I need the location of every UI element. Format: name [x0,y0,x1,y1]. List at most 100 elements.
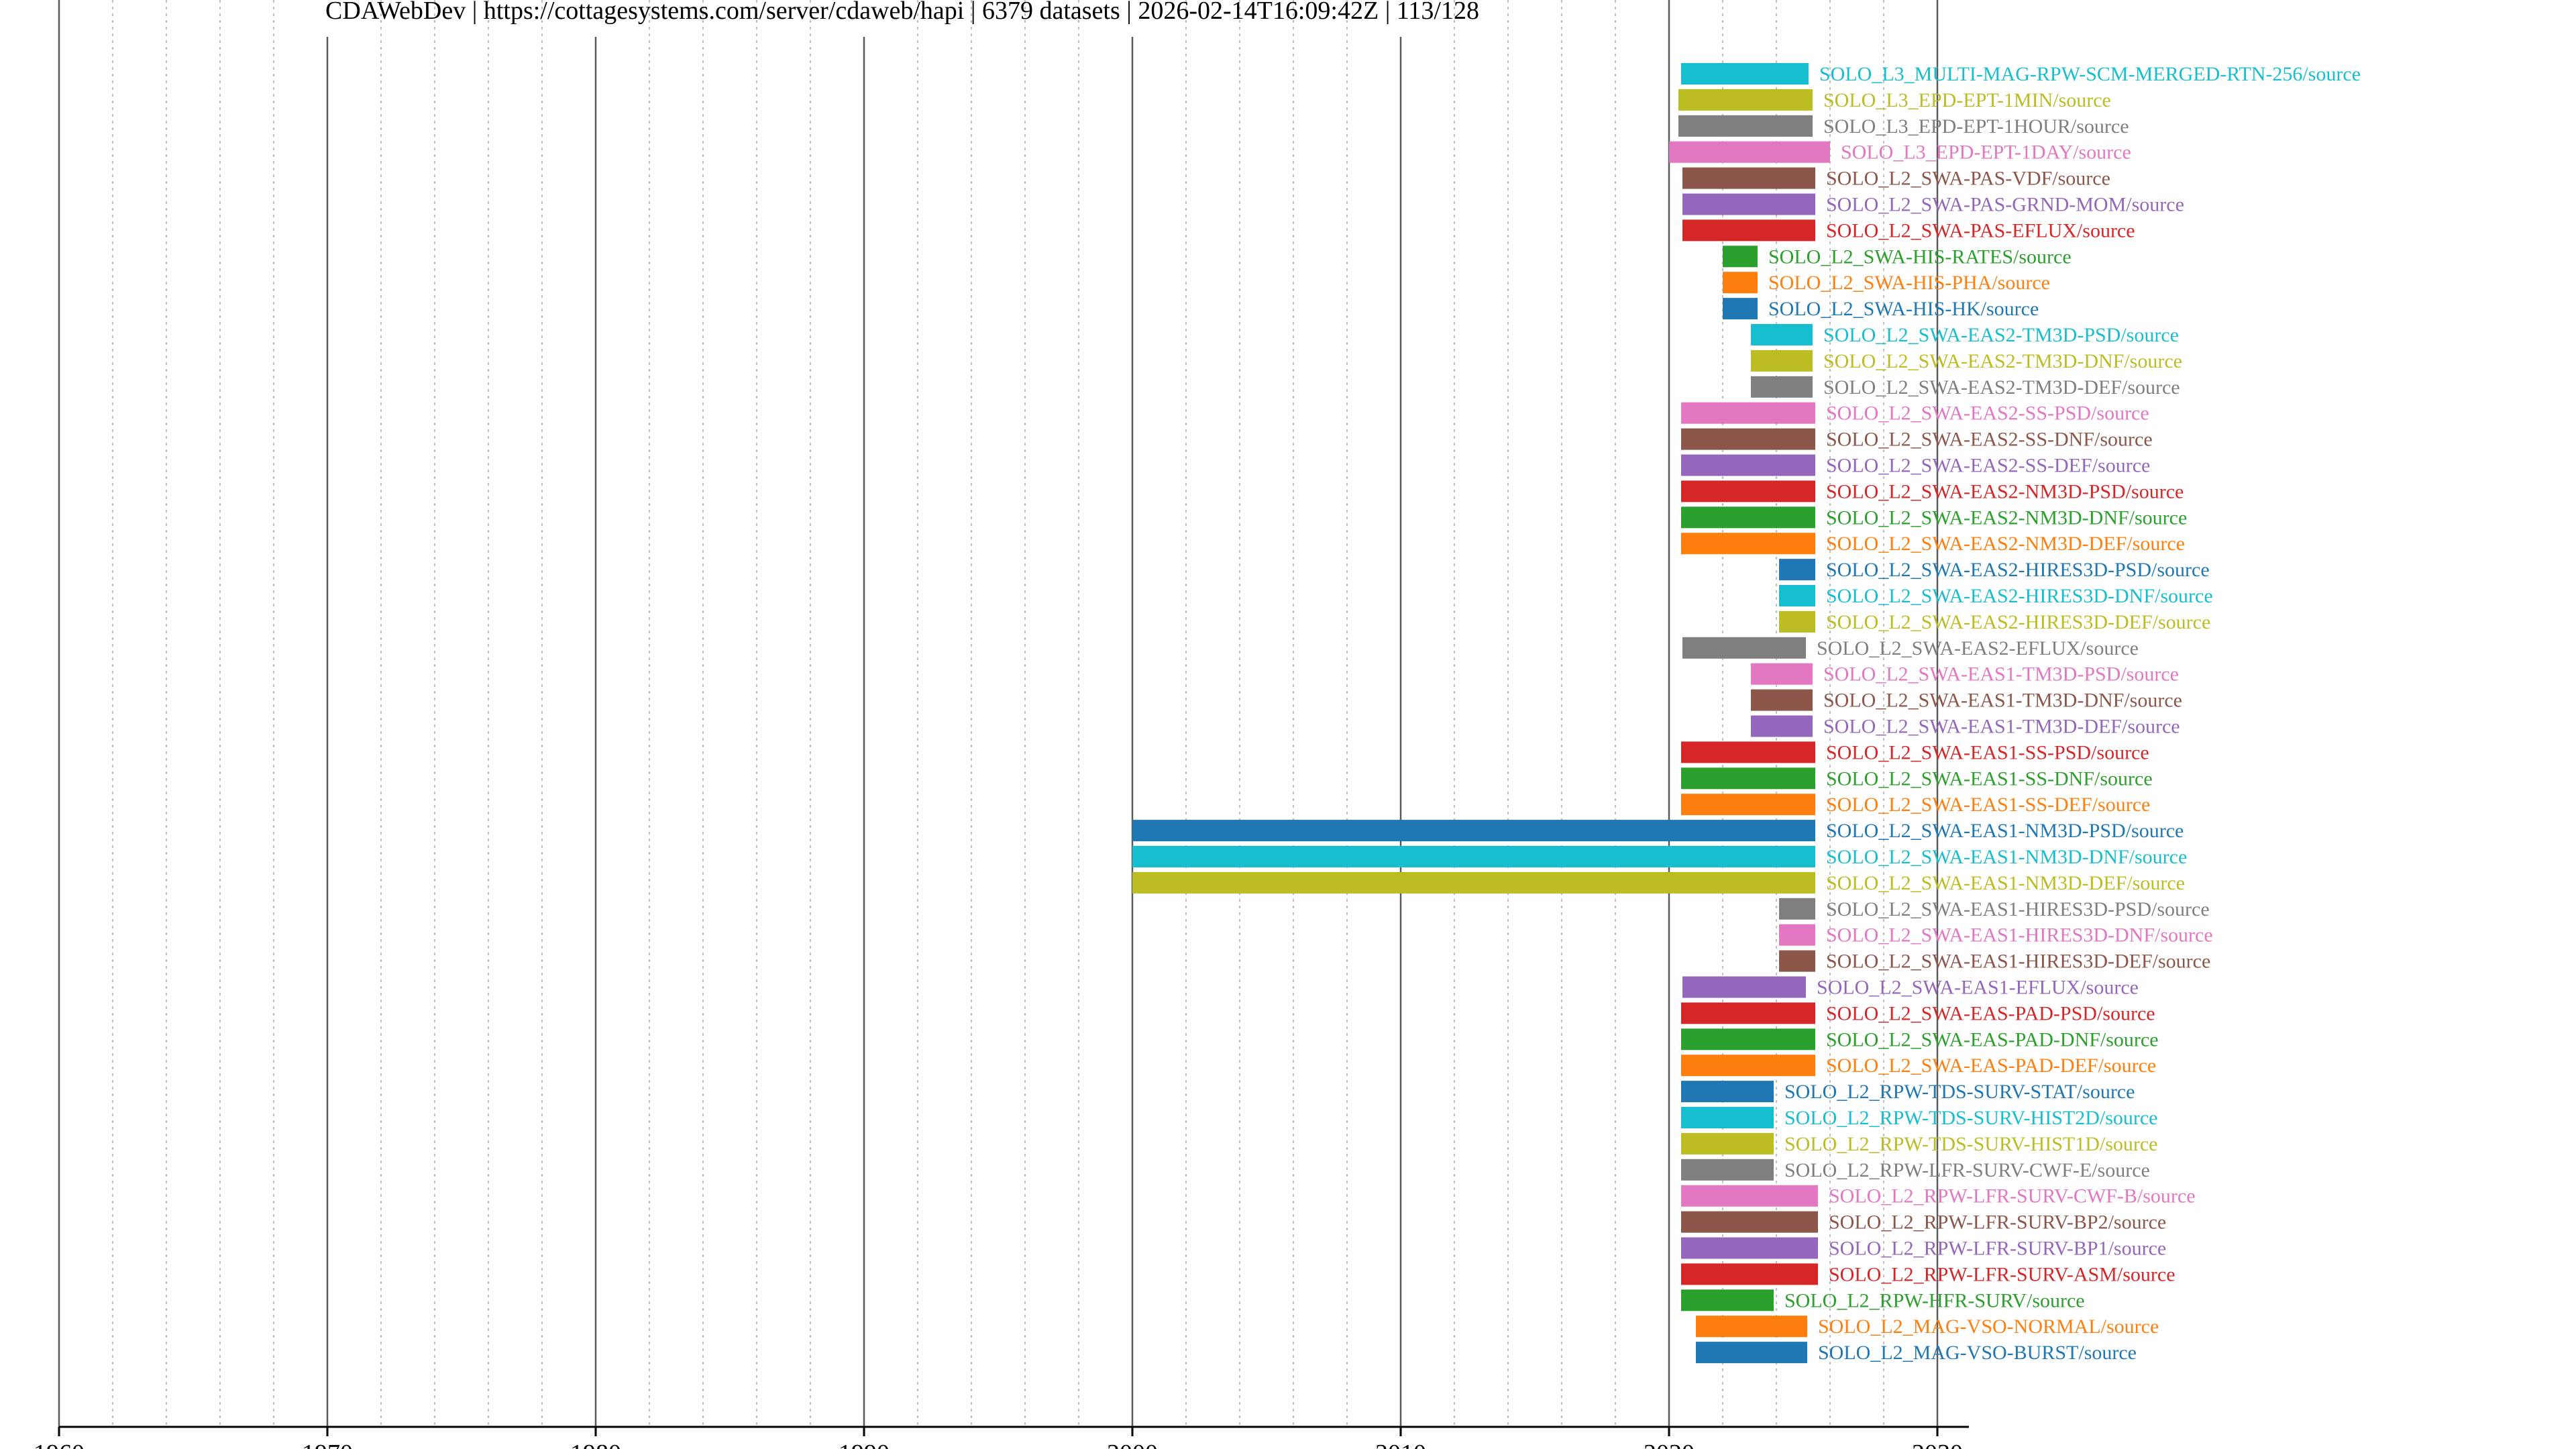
bar-label: SOLO_L2_SWA-EAS2-HIRES3D-PSD/source [1826,559,2210,581]
bar [1779,950,1815,972]
bar-label: SOLO_L2_RPW-LFR-SURV-BP1/source [1829,1238,2166,1260]
bar [1682,637,1806,659]
bar [1681,480,1815,502]
bar-label: SOLO_L2_RPW-LFR-SURV-BP2/source [1829,1212,2166,1234]
bar [1681,402,1815,424]
bar-label: SOLO_L2_SWA-EAS1-TM3D-DNF/source [1823,690,2182,712]
bar-label: SOLO_L2_SWA-EAS2-NM3D-DEF/source [1826,533,2185,555]
grid-layer [58,0,1939,1427]
x-tick-label: 1980 [570,1440,621,1449]
x-tick-label: 2030 [1912,1440,1963,1449]
bar [1681,1081,1774,1103]
x-tick-label: 2000 [1107,1440,1158,1449]
bar-label: SOLO_L2_SWA-EAS2-HIRES3D-DNF/source [1826,585,2213,607]
bar-label: SOLO_L2_SWA-EAS1-TM3D-PSD/source [1823,663,2179,686]
bar [1681,533,1815,555]
bar [1681,1237,1818,1259]
bar [1681,1289,1774,1311]
bar [1681,1132,1774,1155]
x-axis: 1960 1970 1980 1990 2000 2010 2020 2030 [34,1426,1969,1449]
bar [1723,246,1758,268]
bar-label: SOLO_L2_MAG-VSO-NORMAL/source [1818,1316,2159,1338]
bar [1751,376,1813,398]
bar-label: SOLO_L2_SWA-PAS-VDF/source [1826,168,2110,190]
bar [1681,1002,1815,1024]
bar-label: SOLO_L3_EPD-EPT-1MIN/source [1823,89,2111,111]
bar-label: SOLO_L2_SWA-EAS1-HIRES3D-PSD/source [1826,898,2210,920]
bar-labels-layer: SOLO_L3_MULTI-MAG-RPW-SCM-MERGED-RTN-256… [1768,63,2361,1364]
bar [1751,689,1813,711]
bar-label: SOLO_L2_SWA-EAS2-TM3D-PSD/source [1823,324,2179,346]
bar [1779,585,1815,606]
bar [1681,1263,1818,1285]
bar [1751,715,1813,737]
bar [1681,1028,1815,1051]
bar [1681,767,1815,790]
bar-label: SOLO_L2_SWA-EAS1-EFLUX/source [1817,977,2139,999]
bar-label: SOLO_L2_SWA-EAS1-HIRES3D-DEF/source [1826,951,2210,973]
bar [1132,846,1815,867]
x-tick-label: 2010 [1375,1440,1426,1449]
bar [1779,610,1815,633]
bar-label: SOLO_L2_SWA-EAS2-EFLUX/source [1817,637,2139,659]
bar [1681,794,1815,816]
bar-label: SOLO_L2_SWA-EAS1-NM3D-DEF/source [1826,872,2185,894]
bar [1779,924,1815,946]
bar-label: SOLO_L2_SWA-EAS1-NM3D-PSD/source [1826,820,2184,842]
bar-label: SOLO_L3_EPD-EPT-1DAY/source [1841,142,2131,164]
bar [1681,741,1815,763]
bar [1723,298,1758,320]
bar [1681,1211,1818,1233]
bar-label: SOLO_L2_RPW-TDS-SURV-HIST2D/source [1784,1107,2158,1129]
bar [1669,141,1830,163]
x-tick-label: 1960 [34,1440,85,1449]
bar [1132,820,1815,842]
chart-title: CDAWebDev | https://cottagesystems.com/s… [325,0,1479,25]
bar-label: SOLO_L2_SWA-PAS-GRND-MOM/source [1826,194,2184,216]
bar [1132,871,1815,894]
x-tick-label: 2020 [1644,1440,1695,1449]
bar-label: SOLO_L2_SWA-EAS1-SS-PSD/source [1826,741,2149,763]
bar [1696,1316,1807,1338]
bar [1681,428,1815,450]
bar-label: SOLO_L2_SWA-HIS-HK/source [1768,298,2039,320]
bar-label: SOLO_L2_SWA-EAS1-SS-DNF/source [1826,767,2153,790]
bar-label: SOLO_L2_RPW-LFR-SURV-ASM/source [1829,1263,2176,1285]
bar [1751,350,1813,372]
bar [1681,454,1815,476]
bar [1681,1185,1818,1207]
bar [1682,167,1815,189]
bar [1779,559,1815,581]
bar-label: SOLO_L2_RPW-TDS-SURV-HIST1D/source [1784,1133,2158,1155]
bar [1681,506,1815,529]
bar-label: SOLO_L2_SWA-EAS1-SS-DEF/source [1826,794,2150,816]
bar-label: SOLO_L2_SWA-EAS2-NM3D-DNF/source [1826,506,2187,529]
bar [1678,89,1813,111]
bar-label: SOLO_L3_EPD-EPT-1HOUR/source [1823,115,2129,138]
bar [1681,1055,1815,1077]
bar-label: SOLO_L2_RPW-LFR-SURV-CWF-E/source [1784,1159,2150,1181]
bar-label: SOLO_L3_MULTI-MAG-RPW-SCM-MERGED-RTN-256… [1819,63,2361,85]
bar-label: SOLO_L2_RPW-TDS-SURV-STAT/source [1784,1081,2135,1103]
bar [1682,976,1806,998]
bar [1682,219,1815,241]
bar-label: SOLO_L2_SWA-HIS-RATES/source [1768,246,2072,268]
bar-label: SOLO_L2_SWA-EAS2-HIRES3D-DEF/source [1826,611,2210,633]
bar-label: SOLO_L2_SWA-EAS1-HIRES3D-DNF/source [1826,924,2213,947]
bar-label: SOLO_L2_SWA-EAS-PAD-PSD/source [1826,1002,2155,1024]
bar [1678,115,1813,137]
bar-label: SOLO_L2_RPW-LFR-SURV-CWF-B/source [1829,1185,2196,1208]
bar [1681,1107,1774,1128]
bar-label: SOLO_L2_SWA-EAS2-TM3D-DNF/source [1823,350,2182,372]
bar-label: SOLO_L2_SWA-EAS2-NM3D-PSD/source [1826,480,2184,502]
bar-label: SOLO_L2_SWA-EAS1-TM3D-DEF/source [1823,716,2180,738]
bar-label: SOLO_L2_SWA-EAS1-NM3D-DNF/source [1826,846,2187,868]
bar-label: SOLO_L2_SWA-PAS-EFLUX/source [1826,219,2135,241]
bar [1751,324,1813,345]
bar-label: SOLO_L2_MAG-VSO-BURST/source [1818,1342,2137,1364]
bar [1696,1342,1807,1364]
bar-label: SOLO_L2_SWA-HIS-PHA/source [1768,272,2050,294]
bar [1681,63,1809,85]
